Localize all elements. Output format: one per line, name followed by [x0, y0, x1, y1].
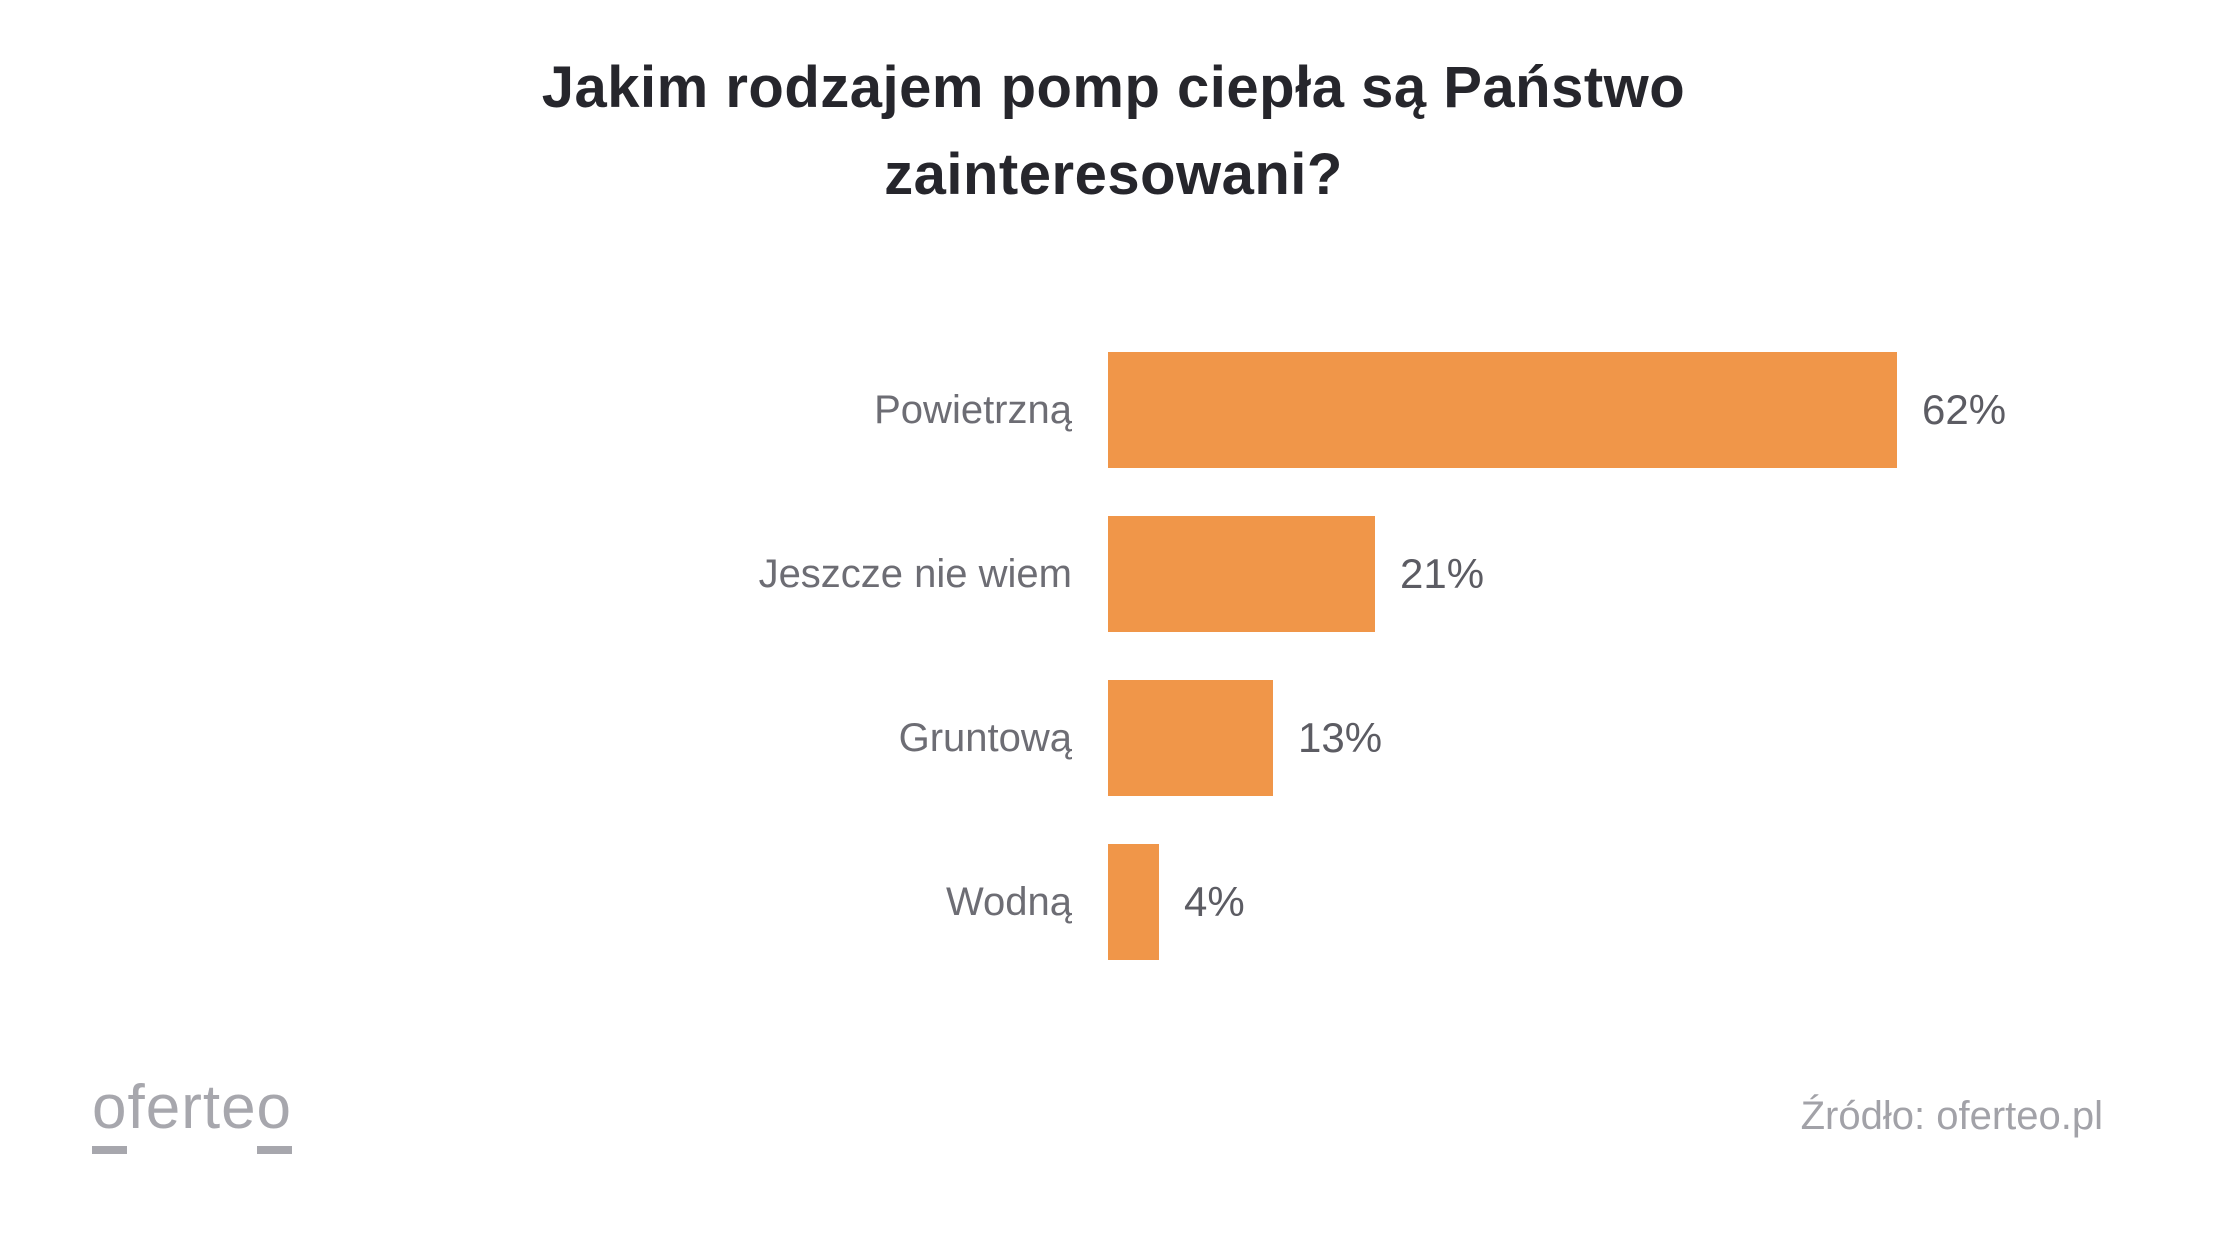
source-attribution: Źródło: oferteo.pl	[1800, 1094, 2103, 1138]
bar-category-label: Jeszcze nie wiem	[758, 551, 1072, 596]
bar-value-label: 4%	[1184, 878, 1245, 925]
chart-title-line2: zainteresowani?	[884, 142, 1343, 207]
bar	[1108, 352, 1897, 468]
bar	[1108, 680, 1273, 796]
logo-letter-o-underlined-first: o	[92, 1072, 128, 1154]
bar	[1108, 516, 1375, 632]
oferteo-logo: oferteo	[92, 1072, 293, 1154]
bar	[1108, 844, 1159, 960]
bar-row: Wodną 4%	[0, 844, 2006, 960]
bar-row: Gruntową 13%	[0, 680, 2006, 796]
chart-title: Jakim rodzajem pomp ciepła są Państwo za…	[0, 44, 2227, 218]
bar-row: Powietrzną 62%	[0, 352, 2006, 468]
bar-category-label: Gruntową	[898, 715, 1072, 760]
bar-value-label: 21%	[1400, 550, 1485, 597]
chart-title-line1: Jakim rodzajem pomp ciepła są Państwo	[541, 55, 1686, 120]
bar-value-label: 13%	[1298, 714, 1383, 761]
bar-value-label: 62%	[1922, 386, 2007, 433]
bar-row: Jeszcze nie wiem 21%	[0, 516, 2006, 632]
bar-category-label: Powietrzną	[874, 387, 1072, 432]
logo-letter-o-underlined-last: o	[256, 1072, 293, 1154]
bar-category-label: Wodną	[945, 879, 1072, 924]
horizontal-bar-chart: Powietrzną 62% Jeszcze nie wiem 21% Gruntową…	[0, 352, 2006, 960]
logo-letters-middle: ferte	[127, 1073, 257, 1142]
